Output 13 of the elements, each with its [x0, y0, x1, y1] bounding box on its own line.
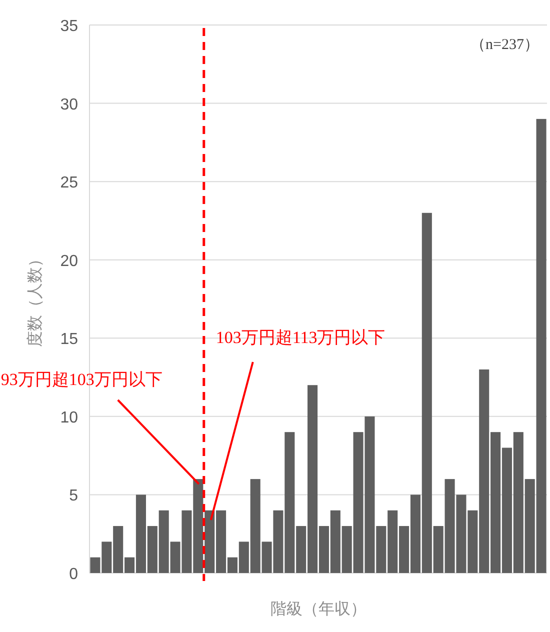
x-axis-title: 階級（年収） — [270, 600, 366, 618]
y-tick-label: 0 — [69, 566, 78, 583]
y-tick-label: 10 — [60, 409, 78, 426]
y-tick-label: 35 — [60, 18, 78, 35]
y-axis-title: 度数（人数） — [26, 251, 44, 347]
y-tick-label: 20 — [60, 252, 78, 270]
y-tick-label: 15 — [60, 331, 78, 348]
annotation: 103万円超113万円以下 — [216, 328, 386, 347]
y-tick-label: 25 — [60, 174, 78, 192]
y-tick-label: 5 — [69, 488, 78, 505]
annotation: 93万円超103万円以下 — [0, 370, 162, 389]
y-tick-label: 30 — [60, 96, 78, 114]
annotation: （n=237） — [470, 37, 539, 53]
